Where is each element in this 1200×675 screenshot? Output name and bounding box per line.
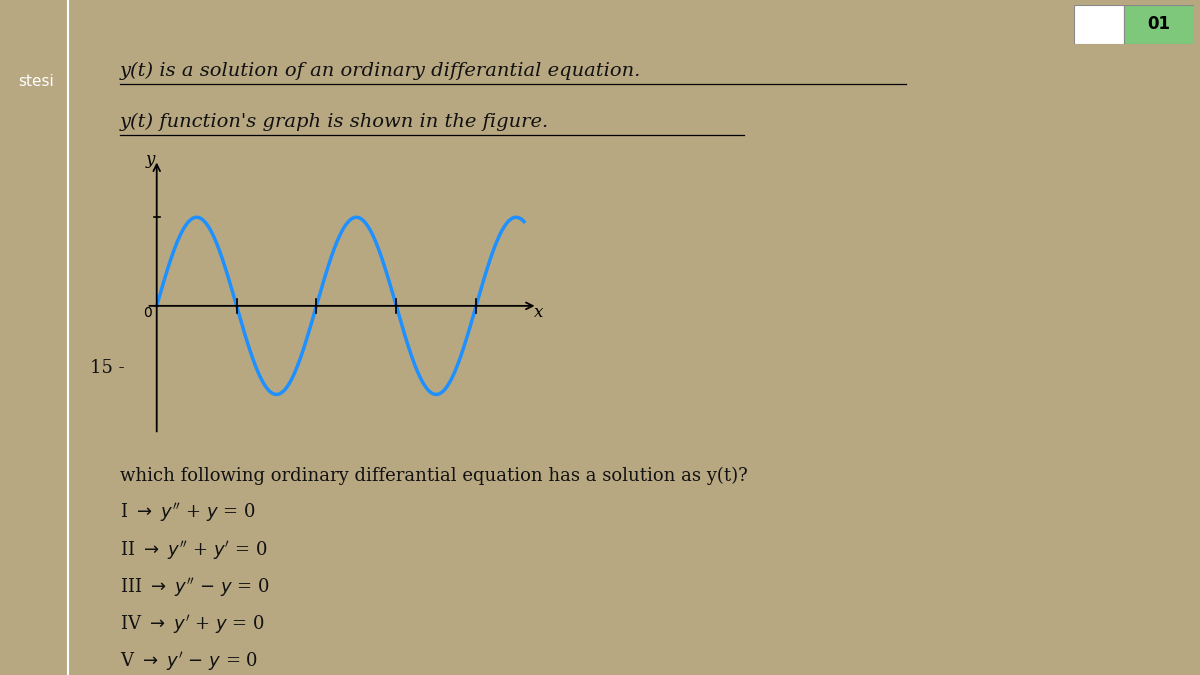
Bar bbox=[1124, 5, 1194, 44]
Text: I $\rightarrow$ $y''$ + $y$ = 0: I $\rightarrow$ $y''$ + $y$ = 0 bbox=[120, 502, 256, 524]
Text: 15 -: 15 - bbox=[90, 359, 125, 377]
Text: 0: 0 bbox=[143, 306, 151, 321]
Text: III $\rightarrow$ $y''$ $-$ $y$ = 0: III $\rightarrow$ $y''$ $-$ $y$ = 0 bbox=[120, 576, 270, 599]
Text: stesi: stesi bbox=[18, 74, 54, 88]
Text: y: y bbox=[145, 151, 155, 168]
Text: y(t) function's graph is shown in the figure.: y(t) function's graph is shown in the fi… bbox=[120, 112, 550, 131]
Text: IV $\rightarrow$ $y'$ + $y$ = 0: IV $\rightarrow$ $y'$ + $y$ = 0 bbox=[120, 613, 265, 636]
Bar bbox=[1074, 5, 1124, 44]
Text: x: x bbox=[534, 304, 544, 321]
Text: 01: 01 bbox=[1147, 16, 1171, 33]
Text: II $\rightarrow$ $y''$ + $y'$ = 0: II $\rightarrow$ $y''$ + $y'$ = 0 bbox=[120, 539, 268, 562]
Text: V $\rightarrow$ $y'$ $-$ $y$ = 0: V $\rightarrow$ $y'$ $-$ $y$ = 0 bbox=[120, 650, 258, 673]
Text: y(t) is a solution of an ordinary differantial equation.: y(t) is a solution of an ordinary differ… bbox=[120, 61, 641, 80]
Text: which following ordinary differantial equation has a solution as y(t)?: which following ordinary differantial eq… bbox=[120, 466, 748, 485]
